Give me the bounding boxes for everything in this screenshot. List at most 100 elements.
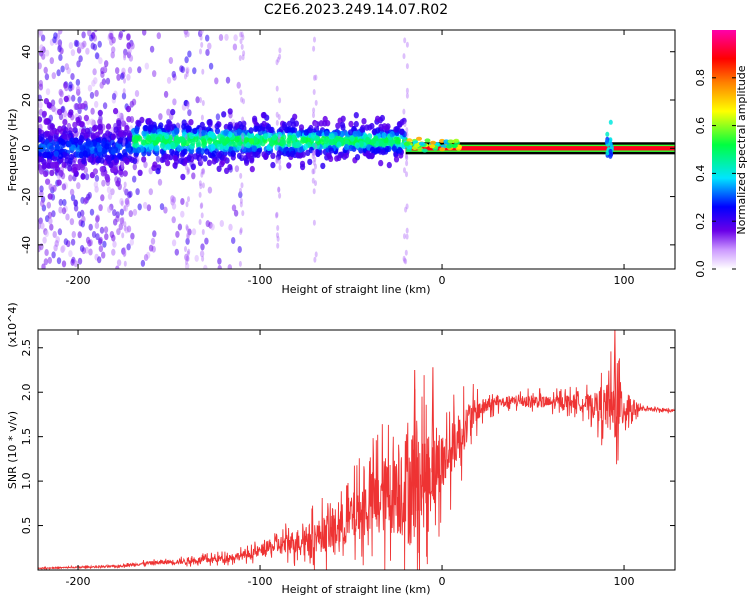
spectrogram-cell <box>115 265 120 269</box>
spectrogram-cell <box>233 209 239 217</box>
spectrogram-cell <box>51 210 56 218</box>
colorbar-tick-label: 0.0 <box>694 260 707 278</box>
spectrogram-cell <box>39 44 44 52</box>
spectrogram-cell <box>190 163 196 171</box>
spectrogram-cell <box>187 50 192 58</box>
spectrogram-cell <box>201 182 205 189</box>
spectrogram-cell <box>200 212 204 219</box>
spectrogram-cell <box>218 34 224 41</box>
spectrogram-cell <box>199 250 205 258</box>
spectrogram-cell <box>255 151 261 159</box>
spectrogram-cell <box>46 102 52 109</box>
spectrogram-cell <box>133 137 139 144</box>
spectrogram-cell <box>118 33 123 41</box>
spectrogram-cell <box>203 264 208 269</box>
spectrogram-cell <box>136 120 142 127</box>
spectrogram-cell <box>276 225 280 231</box>
spectrogram-cell <box>295 141 301 149</box>
spectrogram-cell <box>318 120 324 127</box>
spectrogram-cell <box>111 148 117 155</box>
snr-background <box>38 330 675 570</box>
spectrogram-cell <box>171 216 176 224</box>
spectrogram-cell <box>178 157 184 164</box>
spectrogram-cell <box>94 89 99 97</box>
spectrogram-cell <box>45 178 51 185</box>
spectrogram-cell <box>151 164 157 171</box>
spectrogram-cell <box>403 167 406 174</box>
spectrogram-cell <box>75 78 81 86</box>
spectrogram-cell <box>275 119 279 126</box>
spectrogram-cell <box>324 130 330 137</box>
spectrogram-cell <box>394 125 400 133</box>
spectrogram-cell <box>231 237 236 244</box>
spectrogram-cell <box>43 170 49 178</box>
spectrogram-cell <box>314 251 318 258</box>
spectrogram-line-core <box>405 146 675 151</box>
spectrogram-cell <box>405 63 409 70</box>
spectrogram-cell <box>104 60 109 68</box>
spectrogram-cell <box>121 163 125 170</box>
spectrogram-cell <box>180 66 185 74</box>
spectrogram-cell <box>200 171 204 178</box>
spectrogram-cell <box>68 81 73 89</box>
spectrogram-cell <box>40 200 45 207</box>
spectrogram-cell <box>276 232 279 239</box>
spectrogram-cell <box>79 121 85 128</box>
spectrogram-cell <box>239 31 243 38</box>
spectrogram-cell <box>52 36 57 44</box>
spectrogram-cell <box>60 65 65 73</box>
spectrogram-cell <box>200 158 204 165</box>
spectrogram-cell <box>164 133 170 140</box>
spectrogram-cell <box>378 123 384 130</box>
spectrogram-cell <box>70 194 76 202</box>
spectrogram-cell <box>300 163 306 171</box>
spectrogram-cell <box>186 255 190 262</box>
spectrogram-cell <box>39 185 44 193</box>
spectrogram-cell <box>64 157 70 164</box>
spectrogram-cell <box>38 30 43 36</box>
spectrogram-cell <box>71 231 77 238</box>
spectrogram-cell <box>185 225 189 232</box>
spectrogram-cell <box>44 230 49 238</box>
spectrogram-cell <box>275 211 279 218</box>
spectrogram-cell <box>165 159 171 167</box>
spectrogram-cell <box>111 234 116 242</box>
spectrogram-cell <box>125 197 130 205</box>
spectrogram-cell <box>403 37 407 44</box>
spectrogram-cell <box>147 124 153 131</box>
spectrogram-cell <box>239 227 243 234</box>
spectrogram-cell <box>233 34 238 42</box>
spectrogram-cell <box>46 162 52 169</box>
spectrogram-cell <box>41 158 47 166</box>
spectrogram-cell <box>80 220 86 228</box>
spectrogram-cell <box>300 136 307 143</box>
spectrogram-cell <box>50 161 56 169</box>
spectrogram-cell <box>39 146 45 153</box>
spectrogram-cell <box>251 145 258 152</box>
spectrogram-cell <box>70 73 75 80</box>
spectrogram-cell <box>71 94 76 102</box>
spectrogram-cell <box>389 131 395 138</box>
spectrogram-cell <box>155 167 161 175</box>
spectrogram-cell <box>608 153 613 159</box>
spectrogram-cell <box>38 156 42 163</box>
spectrogram-cell <box>97 124 103 131</box>
spectrogram-cell <box>184 31 188 38</box>
spectrogram-cell <box>123 205 127 212</box>
spectrogram-cell <box>89 91 95 99</box>
spectrogram-x-label: Height of straight line (km) <box>281 283 430 296</box>
spectrogram-cell <box>126 73 131 81</box>
spectrogram-cell <box>114 157 120 164</box>
spectrogram-cell <box>269 140 275 147</box>
spectrogram-cell <box>236 81 241 89</box>
spectrogram-y-tick-label: -20 <box>20 188 33 206</box>
spectrogram-cell <box>45 88 51 96</box>
spectrogram-cell <box>231 204 237 212</box>
spectrogram-cell <box>206 159 212 166</box>
spectrogram-cell <box>174 248 179 256</box>
spectrogram-cell <box>277 131 283 139</box>
spectrogram-cell <box>228 223 233 231</box>
spectrogram-cell <box>402 108 406 115</box>
spectrogram-cell <box>115 215 120 223</box>
spectrogram-cell <box>73 199 79 207</box>
